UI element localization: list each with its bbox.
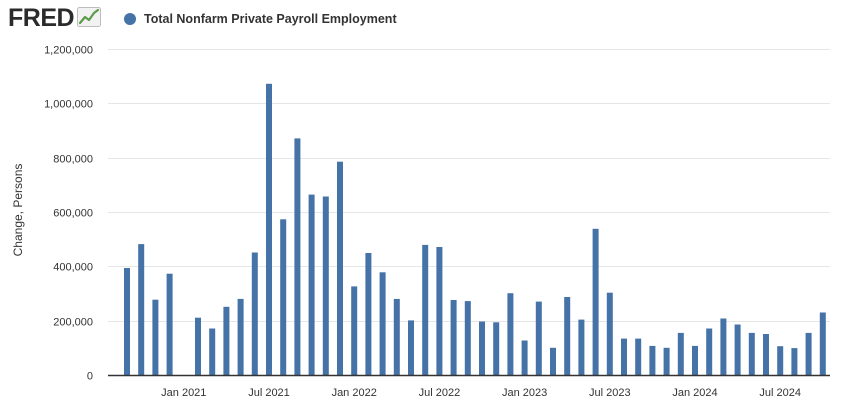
bar xyxy=(280,219,287,375)
bar xyxy=(663,347,670,375)
bar xyxy=(621,338,627,375)
bar xyxy=(677,332,684,375)
x-tick-label: Jan 2024 xyxy=(672,387,717,399)
bar xyxy=(408,320,414,375)
bar xyxy=(379,272,386,375)
x-tick-label: Jul 2024 xyxy=(759,387,801,399)
bar xyxy=(550,347,556,375)
y-axis-ticks: 0 200,000 400,000 600,000 800,000 1,000,000 1,… xyxy=(44,45,93,383)
x-axis-ticks: Jan 2021 Jul 2021 Jan 2022 Jul 2022 Jan 2023… xyxy=(108,374,830,399)
bar xyxy=(692,345,698,375)
bar xyxy=(819,312,826,375)
legend-item[interactable]: Total Nonfarm Private Payroll Employment xyxy=(124,10,397,28)
y-tick-label: 1,000,000 xyxy=(44,99,93,111)
y-tick-label: 400,000 xyxy=(53,262,93,274)
bar xyxy=(777,346,784,375)
bar xyxy=(635,338,642,375)
fred-logo[interactable]: FRED xyxy=(8,4,102,32)
bar xyxy=(436,247,443,375)
y-tick-label: 0 xyxy=(87,371,93,383)
bar xyxy=(649,345,656,375)
legend-marker xyxy=(124,13,136,25)
y-axis-label: Change, Persons xyxy=(11,164,25,257)
bar xyxy=(308,194,315,375)
bar xyxy=(422,244,429,375)
bar xyxy=(237,298,244,375)
bar xyxy=(294,138,301,375)
line-chart-icon xyxy=(77,7,102,27)
bar xyxy=(493,322,500,375)
x-tick-label: Jan 2023 xyxy=(502,387,547,399)
bar xyxy=(337,161,343,375)
bar xyxy=(763,334,769,375)
bar xyxy=(578,319,585,375)
bar xyxy=(152,299,159,375)
bar xyxy=(748,332,755,375)
bar xyxy=(322,196,329,375)
bar xyxy=(521,340,528,375)
y-tick-label: 1,200,000 xyxy=(44,45,93,57)
bar xyxy=(507,293,514,375)
fred-logo-text: FRED xyxy=(8,4,75,32)
bar xyxy=(535,301,542,375)
bar xyxy=(564,297,571,375)
bar xyxy=(138,244,145,375)
bar xyxy=(365,253,372,375)
y-tick-label: 200,000 xyxy=(53,317,93,329)
bar xyxy=(706,328,713,375)
bar xyxy=(606,292,613,375)
bar xyxy=(266,83,272,376)
x-tick-label: Jan 2021 xyxy=(161,387,206,399)
bar xyxy=(351,286,358,375)
bar xyxy=(393,298,400,375)
bars xyxy=(124,83,826,376)
y-tick-label: 600,000 xyxy=(53,208,93,220)
bar xyxy=(464,301,471,375)
bar xyxy=(251,252,258,375)
bar xyxy=(195,317,201,375)
x-tick-label: Jul 2021 xyxy=(248,387,290,399)
gridlines xyxy=(108,49,830,322)
bar xyxy=(734,324,741,375)
bar xyxy=(450,300,457,375)
y-tick-label: 800,000 xyxy=(53,154,93,166)
legend-label: Total Nonfarm Private Payroll Employment xyxy=(144,12,397,26)
bar xyxy=(479,321,485,375)
bar xyxy=(805,332,812,375)
bar xyxy=(209,328,216,375)
bar xyxy=(223,306,230,375)
x-tick-label: Jul 2022 xyxy=(419,387,461,399)
x-tick-label: Jan 2022 xyxy=(332,387,377,399)
bar xyxy=(166,273,173,375)
bar xyxy=(720,318,727,375)
x-tick-label: Jul 2023 xyxy=(589,387,631,399)
bar xyxy=(791,348,798,375)
bar xyxy=(592,228,599,375)
bar xyxy=(124,268,130,375)
